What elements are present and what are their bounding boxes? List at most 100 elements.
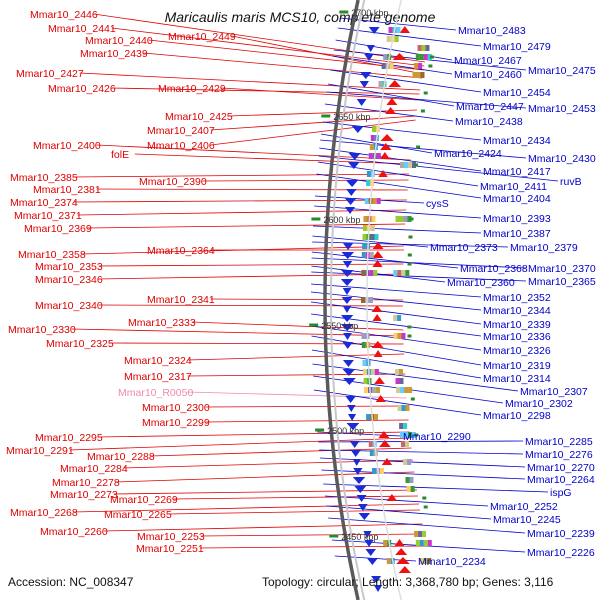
left-leader-line [210, 115, 417, 131]
tick-label: 2450 kbp [341, 532, 378, 542]
gene-marker [423, 91, 428, 95]
reverse-gene-arrow [340, 324, 354, 331]
left-leader-line [167, 509, 421, 515]
feature-block [395, 369, 399, 375]
left-gene-label: Mmar10_2284 [60, 463, 128, 475]
right-gene-label: Mmar10_2302 [505, 398, 573, 410]
feature-block [399, 216, 404, 222]
left-gene-label: Mmar10_2346 [35, 274, 103, 286]
reverse-gene-arrow [359, 81, 369, 88]
outer-guide-line [366, 0, 402, 600]
feature-block [366, 180, 371, 186]
left-leader-line [73, 173, 410, 178]
gene-marker [409, 217, 414, 221]
feature-block [368, 153, 373, 159]
left-leader-line [150, 447, 412, 457]
right-gene-label: Mmar10_2373 [430, 242, 498, 254]
reverse-gene-arrow [353, 468, 363, 475]
forward-gene-arrow [378, 431, 390, 438]
feature-block [362, 234, 367, 240]
feature-block [412, 432, 416, 438]
right-gene-label: Mmar10_2319 [483, 360, 551, 372]
left-gene-label: Mmar10_2317 [124, 371, 192, 383]
left-gene-label: Mmar10_2374 [10, 197, 78, 209]
right-gene-label: Mmar10_2314 [483, 373, 551, 385]
feature-block [406, 486, 411, 492]
left-gene-label: Mmar10_2260 [40, 526, 108, 538]
reverse-gene-arrow [342, 261, 353, 268]
left-gene-label: Mmar10_2427 [16, 68, 84, 80]
reverse-gene-arrow [352, 459, 361, 466]
feature-block [414, 531, 419, 537]
gene-marker [408, 235, 413, 239]
left-gene-label: Mmar10_2439 [80, 48, 148, 60]
forward-gene-arrow [378, 170, 388, 177]
accession-text: Accession: NC_008347 [8, 575, 134, 589]
feature-block [410, 486, 415, 492]
reverse-gene-arrow [342, 342, 353, 349]
reverse-gene-arrow [352, 477, 366, 484]
feature-block [386, 36, 391, 42]
tick-label: 2700 kbp [351, 8, 388, 18]
feature-block [374, 234, 379, 240]
feature-block [423, 558, 428, 564]
feature-block [369, 252, 374, 258]
left-gene-label: Mmar10_2341 [147, 294, 215, 306]
left-leader-line [103, 523, 423, 532]
right-gene-label: Mmar10_2454 [483, 87, 551, 99]
left-gene-label: Mmar10_2325 [46, 338, 114, 350]
left-gene-label: Mmar10_2449 [168, 31, 236, 43]
left-gene-label: Mmar10_2288 [87, 451, 155, 463]
forward-gene-arrow [372, 260, 383, 267]
feature-block [370, 225, 375, 231]
left-leader-line [79, 72, 421, 91]
right-leader-line [313, 389, 482, 416]
tick-mark [329, 534, 339, 538]
reverse-gene-arrow [373, 585, 383, 592]
right-leader-line [311, 283, 482, 298]
feature-block [399, 423, 404, 429]
feature-block [393, 315, 398, 321]
gene-marker [420, 109, 425, 113]
right-gene-label: Mmar10_2365 [528, 276, 596, 288]
right-leader-line [312, 225, 482, 234]
left-leader-line [221, 87, 419, 101]
reverse-gene-arrow [364, 54, 374, 61]
feature-block [376, 153, 381, 159]
feature-block [371, 216, 376, 222]
right-leader-line [322, 121, 482, 141]
right-gene-label: Mmar10_2360 [447, 277, 515, 289]
right-leader-line [319, 147, 482, 172]
left-leader-line [123, 459, 413, 469]
right-gene-label: Mmar10_2344 [483, 305, 551, 317]
reverse-gene-arrow [346, 423, 360, 430]
topology-summary: Topology: circular; Length: 3,368,780 bp… [262, 575, 554, 589]
right-gene-label: Mmar10_2483 [458, 25, 526, 37]
feature-block [396, 387, 401, 393]
reverse-gene-arrow [343, 360, 354, 367]
feature-block [404, 432, 408, 438]
forward-gene-arrow [388, 80, 402, 87]
right-gene-label: Mmar10_2226 [527, 547, 595, 559]
feature-block [368, 441, 373, 447]
feature-block [400, 432, 404, 438]
left-gene-label: Mmar10_2268 [10, 507, 78, 519]
right-leader-line [312, 363, 519, 392]
right-leader-line [327, 83, 455, 107]
feature-block [407, 459, 412, 465]
feature-block [405, 477, 410, 483]
forward-gene-arrow [372, 251, 384, 258]
left-leader-line [187, 353, 405, 361]
feature-block [383, 54, 388, 60]
left-leader-line [115, 471, 415, 483]
right-gene-label: Mmar10_2352 [483, 292, 551, 304]
feature-block [397, 270, 402, 276]
right-gene-label: Mmar10_2285 [525, 436, 593, 448]
reverse-gene-arrow [348, 414, 357, 421]
right-gene-label: Mmar10_2270 [527, 462, 595, 474]
right-gene-label: Mmar10_2479 [483, 41, 551, 53]
right-gene-label: ruvB [560, 176, 582, 188]
reverse-gene-arrow [343, 333, 352, 340]
feature-block [376, 387, 380, 393]
